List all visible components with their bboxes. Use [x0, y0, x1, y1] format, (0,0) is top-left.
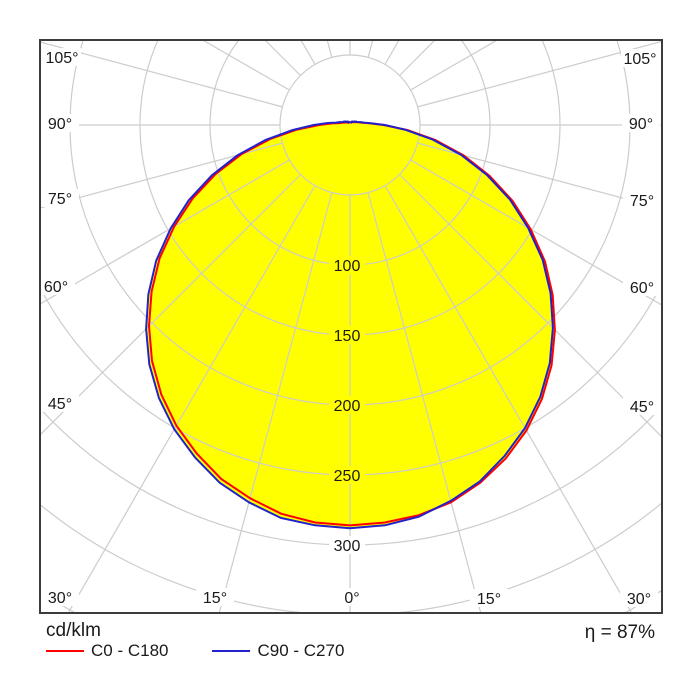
radial-tick-label: 200 — [334, 398, 361, 415]
angle-label-bg — [623, 278, 661, 296]
radial-label-bg — [329, 536, 365, 554]
radial-label-bg — [329, 256, 365, 274]
legend-units-label: cd/klm — [46, 620, 101, 641]
angle-label-bg — [623, 191, 661, 209]
grid-spoke — [417, 41, 661, 108]
grid-spoke — [41, 174, 301, 435]
angle-label-bg — [41, 394, 79, 412]
efficiency-value: η = 87% — [584, 622, 655, 643]
grid-spoke — [41, 159, 290, 305]
angle-tick-label: 90° — [48, 116, 72, 133]
grid-spoke — [41, 41, 283, 108]
axis-label-layer: 100 150 200 250 300 105° 90° 75° 60° 45° 30° 15° 0° 1… — [37, 48, 661, 608]
angle-label-bg — [41, 114, 79, 132]
grid-spoke — [399, 174, 661, 437]
angle-tick-label: 75° — [630, 193, 654, 210]
grid-spoke — [367, 41, 374, 58]
angle-tick-label: 105° — [45, 50, 78, 67]
angle-tick-label: 15° — [477, 591, 501, 608]
legend-line-c0-c180-icon — [46, 650, 84, 652]
legend-item-c90-c270: C90 - C270 — [257, 641, 345, 660]
angle-label-bg — [621, 49, 659, 67]
grid-spoke — [410, 41, 497, 91]
angle-label-bg — [623, 397, 661, 415]
radial-tick-label: 300 — [334, 538, 361, 555]
angle-tick-label: 45° — [630, 399, 654, 416]
radial-tick-label: 150 — [334, 328, 361, 345]
angle-label-bg — [196, 588, 234, 606]
angle-label-bg — [37, 277, 75, 295]
angle-tick-label: 60° — [630, 280, 654, 297]
angle-label-bg — [470, 589, 508, 607]
angle-label-bg — [622, 114, 660, 132]
angle-label-bg — [41, 588, 79, 606]
radial-tick-label: 100 — [334, 258, 361, 275]
grid-spoke — [417, 142, 661, 209]
grid-spoke — [41, 142, 283, 209]
angle-tick-label: 60° — [44, 279, 68, 296]
chart-legend: C0 - C180 C90 - C270 — [46, 641, 388, 661]
legend-item-c0-c180: C0 - C180 — [91, 641, 169, 660]
grid-spoke — [410, 159, 661, 306]
angle-tick-label: 0° — [344, 590, 359, 607]
angle-label-bg — [43, 48, 81, 66]
angle-label-bg — [620, 589, 658, 607]
angle-tick-label: 45° — [48, 396, 72, 413]
angle-tick-label: 30° — [627, 591, 651, 608]
angle-label-bg — [41, 189, 79, 207]
angle-tick-label: 105° — [623, 51, 656, 68]
grid-spoke — [203, 41, 290, 91]
curve-line-layer — [145, 120, 556, 530]
grid-spoke — [367, 192, 482, 612]
angle-tick-label: 75° — [48, 191, 72, 208]
angle-tick-label: 90° — [629, 116, 653, 133]
angle-tick-label: 30° — [48, 590, 72, 607]
legend-line-c90-c270-icon — [212, 650, 251, 652]
plot-border — [39, 39, 663, 614]
radial-label-bg — [329, 326, 365, 344]
angle-tick-label: 15° — [203, 590, 227, 607]
radial-label-bg — [329, 396, 365, 414]
grid-spoke — [218, 192, 333, 612]
radial-tick-label: 250 — [334, 468, 361, 485]
grid-spoke — [326, 41, 333, 58]
angle-label-bg — [333, 588, 371, 606]
curve-C90-C270 — [145, 120, 554, 530]
radial-label-bg — [329, 466, 365, 484]
